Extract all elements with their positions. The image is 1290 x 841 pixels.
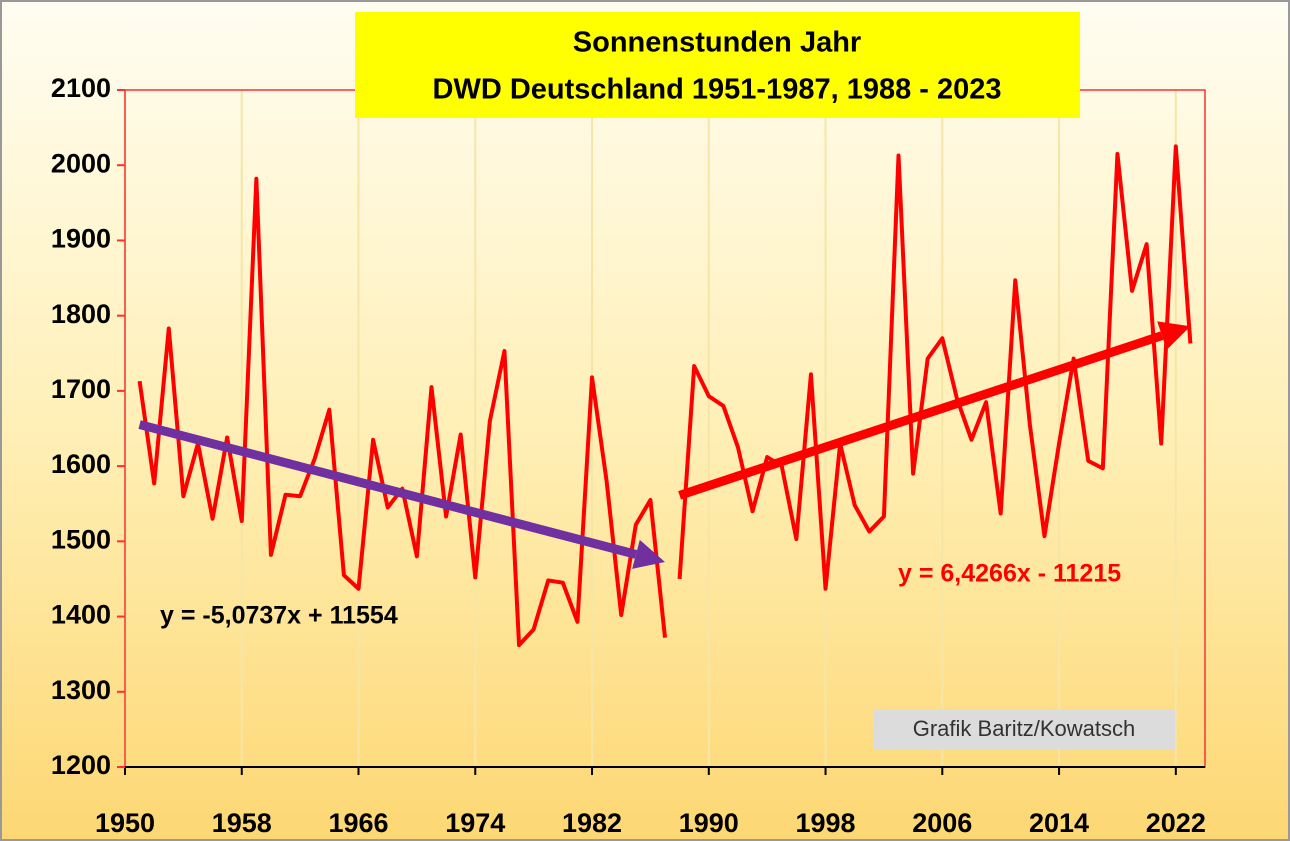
trend-label: y = -5,0737x + 11554 — [160, 602, 398, 630]
trend-line — [678, 331, 1164, 500]
y-tick-label: 1800 — [51, 299, 111, 329]
x-tick-label: 1990 — [679, 808, 739, 838]
title-box — [355, 12, 1080, 118]
y-tick-label: 2000 — [51, 148, 111, 178]
trend-label: y = 6,4266x - 11215 — [898, 560, 1121, 588]
chart-title: DWD Deutschland 1951-1987, 1988 - 2023 — [433, 74, 1002, 106]
credit-box — [873, 709, 1175, 749]
chart-title: Sonnenstunden Jahr — [573, 27, 861, 59]
y-tick-label: 1400 — [51, 600, 111, 630]
x-tick-label: 1958 — [212, 808, 272, 838]
x-tick-label: 1974 — [445, 808, 505, 838]
x-tick-label: 1950 — [95, 808, 155, 838]
x-tick-label: 1998 — [796, 808, 856, 838]
trend-arrowhead — [632, 539, 665, 569]
x-tick-label: 2006 — [912, 808, 972, 838]
y-tick-label: 1700 — [51, 374, 111, 404]
y-tick-label: 1600 — [51, 449, 111, 479]
x-tick-label: 2022 — [1146, 808, 1206, 838]
y-tick-label: 1900 — [51, 224, 111, 254]
trend-arrowhead — [1157, 321, 1191, 350]
y-tick-label: 1500 — [51, 524, 111, 554]
y-tick-label: 1300 — [51, 675, 111, 705]
y-tick-label: 1200 — [51, 750, 111, 780]
x-tick-label: 1982 — [562, 808, 622, 838]
trend-line — [138, 420, 638, 559]
y-tick-label: 2100 — [51, 73, 111, 103]
x-tick-label: 2014 — [1029, 808, 1089, 838]
x-tick-label: 1966 — [328, 808, 388, 838]
credit: Grafik Baritz/Kowatsch — [913, 716, 1136, 741]
